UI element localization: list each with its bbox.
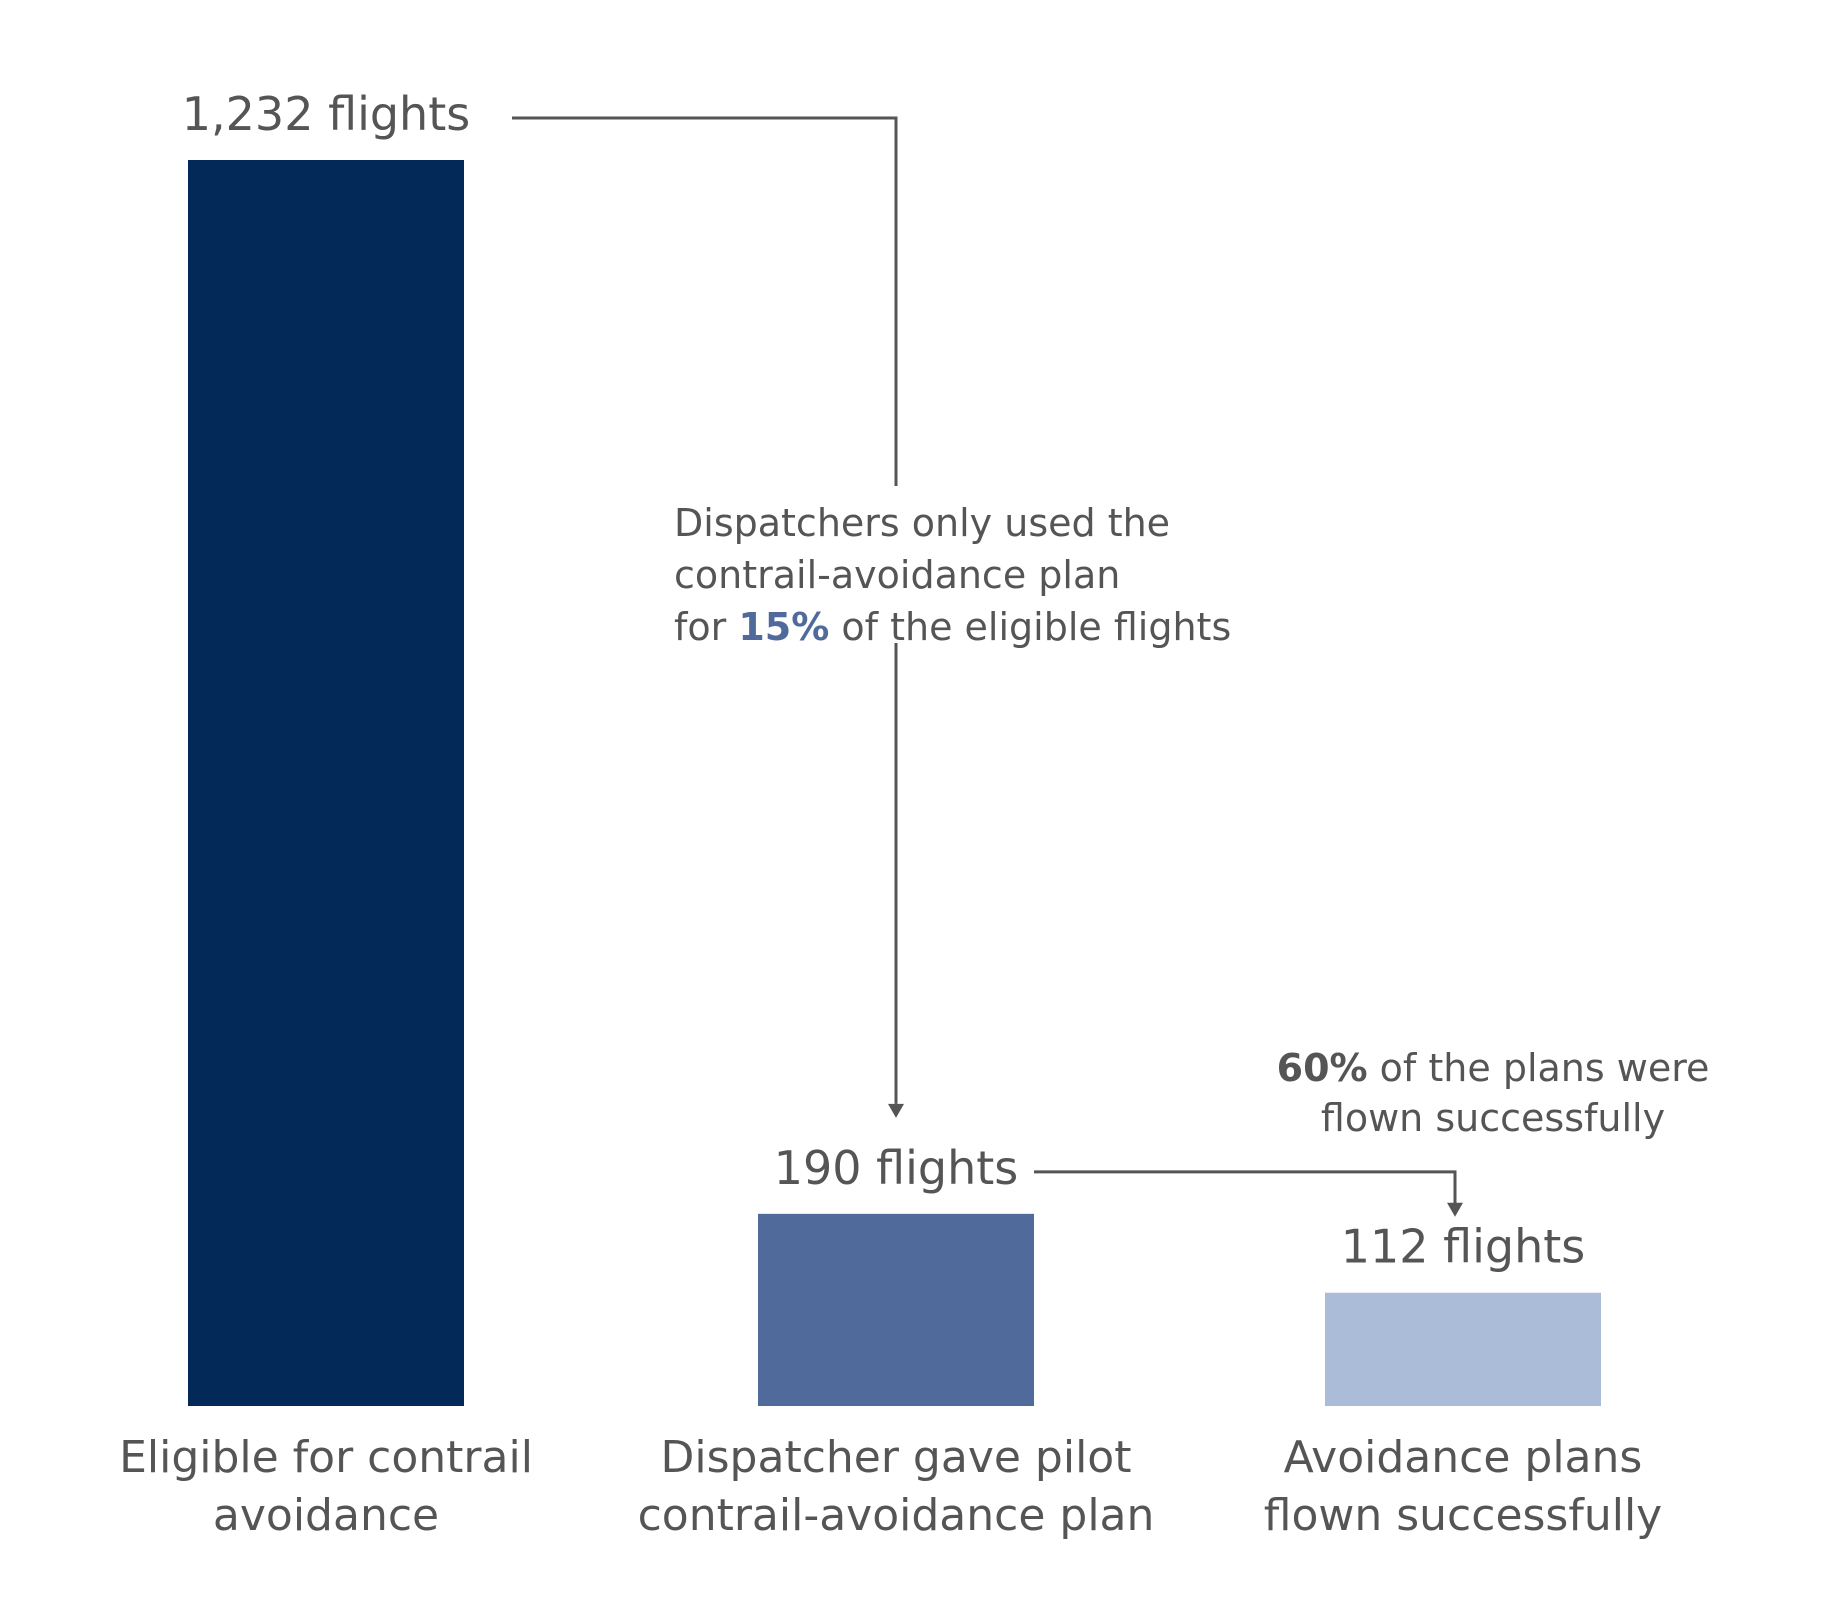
annotation-segment: Dispatchers only used the <box>674 501 1170 545</box>
value-label-2: 190 flights <box>774 1141 1019 1195</box>
connector-1-upper <box>512 116 898 486</box>
connector-layer <box>512 116 1463 1217</box>
annotation-segment: of the eligible flights <box>829 605 1231 649</box>
category-label-line: contrail-avoidance plan <box>638 1490 1155 1541</box>
value-label-1: 1,232 flights <box>182 87 470 141</box>
bar-3 <box>1325 1292 1601 1406</box>
annotation-segment: of the plans were <box>1368 1046 1710 1090</box>
bar-1 <box>188 160 464 1406</box>
value-label-3: 112 flights <box>1341 1220 1586 1274</box>
category-label-line: Eligible for contrail <box>119 1432 533 1483</box>
annotation-segment: 15% <box>738 605 829 649</box>
annotation-segment: flown successfully <box>1321 1096 1665 1140</box>
annotation-segment: for <box>674 605 738 649</box>
value-label-layer: 1,232 flights 190 flights 112 flights <box>182 87 1585 1274</box>
category-label-line: flown successfully <box>1264 1490 1662 1541</box>
category-label-1: Eligible for contrail avoidance <box>119 1432 533 1541</box>
bar-layer <box>188 160 1601 1406</box>
annotation-layer: Dispatchers only used the contrail-avoida… <box>674 501 1709 1140</box>
annotation-segment: contrail-avoidance plan <box>674 553 1120 597</box>
category-label-line: Avoidance plans <box>1284 1432 1643 1483</box>
connector-2 <box>1034 1170 1457 1205</box>
category-label-3: Avoidance plans flown successfully <box>1264 1432 1662 1541</box>
category-label-2: Dispatcher gave pilot contrail-avoidance … <box>638 1432 1155 1541</box>
category-label-line: avoidance <box>213 1490 439 1541</box>
category-label-layer: Eligible for contrail avoidance Dispatcher… <box>119 1432 1662 1541</box>
bar-2 <box>758 1213 1034 1406</box>
annotation-2: 60% of the plans were flown successfully <box>1277 1046 1710 1140</box>
connector-1-arrowhead <box>888 1103 904 1118</box>
annotation-segment: 60% <box>1277 1046 1368 1090</box>
category-label-line: Dispatcher gave pilot <box>661 1432 1132 1483</box>
connector-2-arrowhead <box>1447 1202 1463 1217</box>
annotation-1: Dispatchers only used the contrail-avoida… <box>674 501 1231 649</box>
